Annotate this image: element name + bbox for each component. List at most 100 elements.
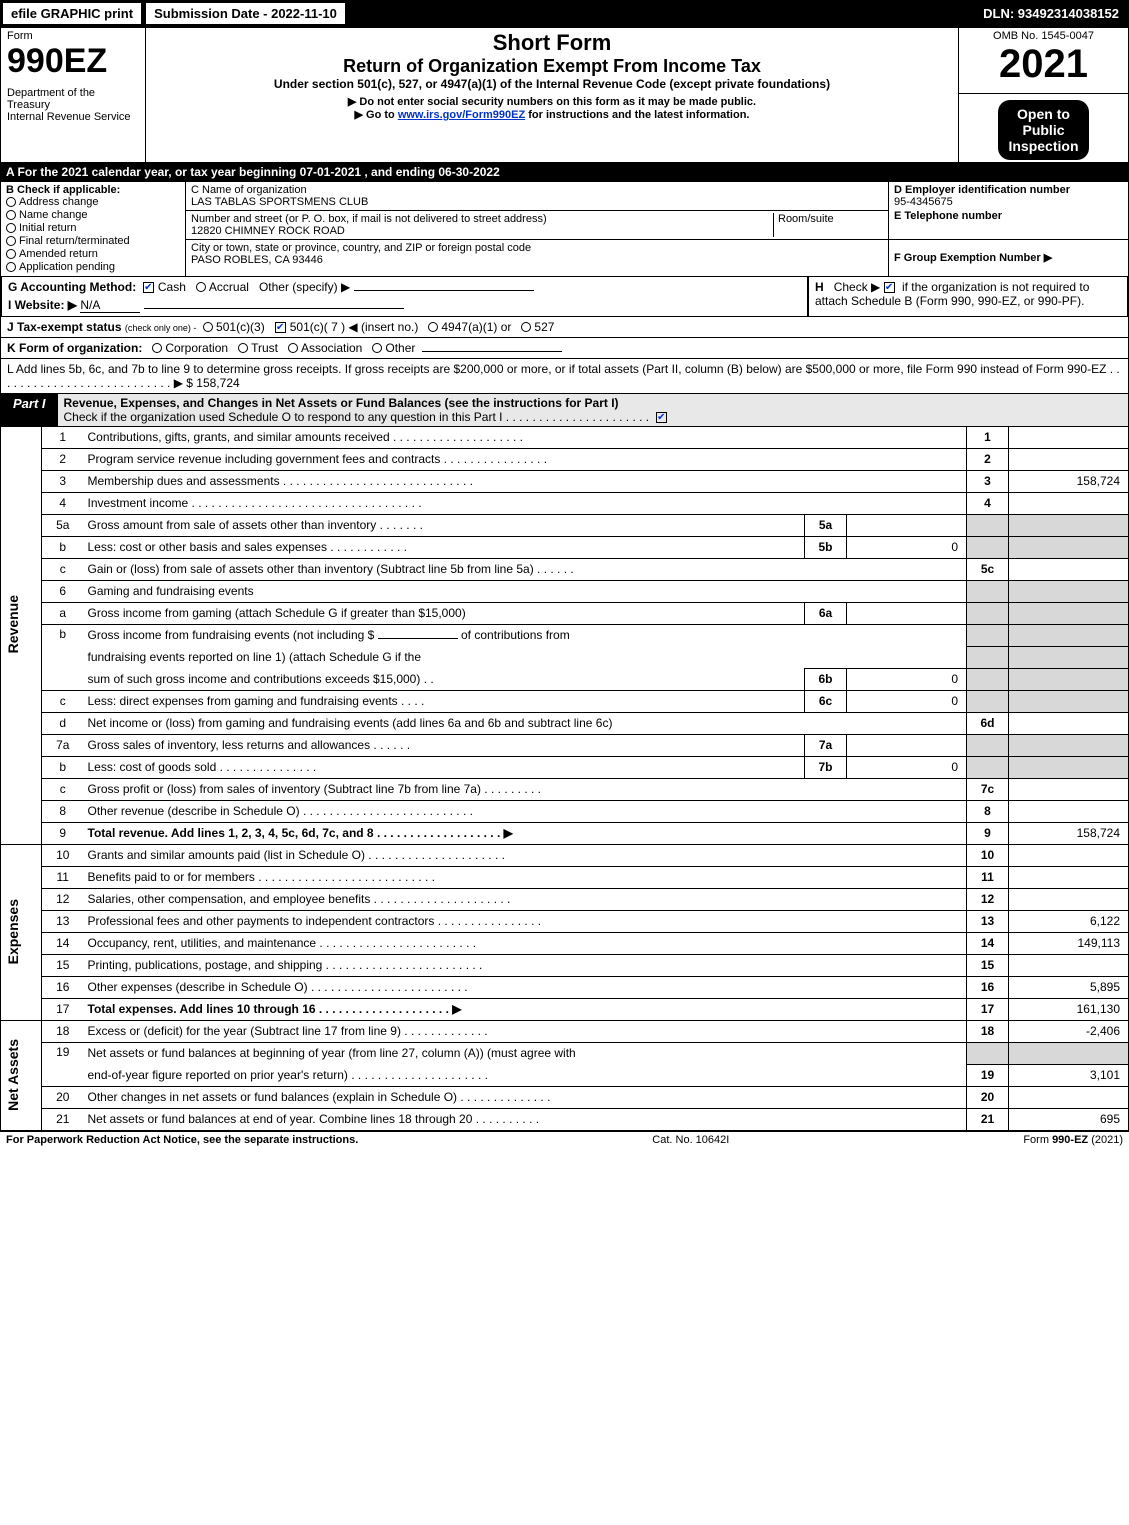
line-20-box: 20 [967,1086,1009,1108]
g-accrual-check[interactable] [196,282,206,292]
line-12-no: 12 [42,888,84,910]
line-17-amt: 161,130 [1009,998,1129,1020]
dept-treasury: Department of the Treasury [7,87,139,111]
chk-final-return[interactable]: Final return/terminated [6,235,180,247]
ein-value: 95-4345675 [894,196,1123,208]
main-table: Revenue 1 Contributions, gifts, grants, … [0,426,1129,1131]
line-11-amt [1009,866,1129,888]
f-group-exemption-label: F Group Exemption Number ▶ [894,251,1123,264]
line-3-box: 3 [967,470,1009,492]
k-association[interactable] [288,343,298,353]
line-7b-sub-box: 7b [805,756,847,778]
open-line3: Inspection [1008,138,1078,154]
line-6a-desc: Gross income from gaming (attach Schedul… [84,602,805,624]
h-checkbox[interactable] [884,282,895,293]
line-13-box: 13 [967,910,1009,932]
line-4-box: 4 [967,492,1009,514]
c-name-label: C Name of organization [191,184,883,196]
j-501c-other[interactable] [275,322,286,333]
chk-name-change[interactable]: Name change [6,209,180,221]
line-6c-shade1 [967,690,1009,712]
line-6c-no: c [42,690,84,712]
line-3-desc: Membership dues and assessments . . . . … [84,470,967,492]
part-i-schedule-o-check[interactable] [656,412,667,423]
h-label: H [815,280,824,294]
line-10-amt [1009,844,1129,866]
line-9-box: 9 [967,822,1009,844]
city-label: City or town, state or province, country… [191,242,883,254]
line-6b-shade2a [1009,624,1129,646]
k-other[interactable] [372,343,382,353]
line-6b-shade2b [1009,646,1129,668]
line-19-no: 19 [42,1042,84,1086]
line-8-no: 8 [42,800,84,822]
goto-suffix: for instructions and the latest informat… [525,109,749,121]
j-527[interactable] [521,322,531,332]
form-number: 990EZ [7,42,139,81]
omb-number: OMB No. 1545-0047 [965,30,1122,42]
line-7a-desc: Gross sales of inventory, less returns a… [84,734,805,756]
form-header: Form 990EZ Department of the Treasury In… [0,27,1129,163]
j-501c3[interactable] [203,322,213,332]
l-amount: $ 158,724 [186,376,239,390]
line-6a-no: a [42,602,84,624]
footer-cat-no: Cat. No. 10642I [652,1134,729,1146]
line-6-desc: Gaming and fundraising events [84,580,967,602]
line-5c-desc: Gain or (loss) from sale of assets other… [84,558,967,580]
city-value: PASO ROBLES, CA 93446 [191,254,883,266]
header-info-table: B Check if applicable: Address change Na… [0,181,1129,277]
chk-amended-return[interactable]: Amended return [6,248,180,260]
line-5a-shade2 [1009,514,1129,536]
open-to-public-badge: Open to Public Inspection [998,100,1088,160]
website-value: N/A [80,298,140,313]
k-corporation[interactable] [152,343,162,353]
line-4-desc: Investment income . . . . . . . . . . . … [84,492,967,514]
line-21-desc: Net assets or fund balances at end of ye… [84,1108,967,1130]
goto-note: ▶ Go to www.irs.gov/Form990EZ for instru… [152,108,952,121]
line-6-no: 6 [42,580,84,602]
line-6b-shade1b [967,646,1009,668]
k-trust-label: Trust [251,341,278,355]
b-label: B Check if applicable: [6,184,180,196]
part-i-title: Revenue, Expenses, and Changes in Net As… [58,394,1128,426]
line-19-shade1 [967,1042,1009,1064]
g-cash-label: Cash [158,280,186,294]
line-4-no: 4 [42,492,84,514]
line-9-no: 9 [42,822,84,844]
line-14-desc: Occupancy, rent, utilities, and maintena… [84,932,967,954]
k-trust[interactable] [238,343,248,353]
line-6a-shade1 [967,602,1009,624]
chk-address-change[interactable]: Address change [6,196,180,208]
chk-application-pending[interactable]: Application pending [6,261,180,273]
line-2-box: 2 [967,448,1009,470]
j-label: J Tax-exempt status [7,320,122,334]
footer-right-post: (2021) [1088,1134,1123,1146]
chk-initial-return[interactable]: Initial return [6,222,180,234]
line-7a-sub-box: 7a [805,734,847,756]
line-19-amt: 3,101 [1009,1064,1129,1086]
line-16-desc: Other expenses (describe in Schedule O) … [84,976,967,998]
irs-link[interactable]: www.irs.gov/Form990EZ [398,109,525,121]
chk-address-change-label: Address change [19,196,99,208]
part-i-title-text: Revenue, Expenses, and Changes in Net As… [64,396,619,410]
street-value: 12820 CHIMNEY ROCK ROAD [191,225,773,237]
line-5b-shade2 [1009,536,1129,558]
line-7c-amt [1009,778,1129,800]
line-13-no: 13 [42,910,84,932]
line-21-box: 21 [967,1108,1009,1130]
g-cash-check[interactable] [143,282,154,293]
j-527-label: 527 [534,320,554,334]
line-16-no: 16 [42,976,84,998]
line-12-box: 12 [967,888,1009,910]
dln-number: DLN: 93492314038152 [973,3,1129,24]
j-501c3-label: 501(c)(3) [216,320,265,334]
line-4-amt [1009,492,1129,514]
j-4947a1[interactable] [428,322,438,332]
line-13-amt: 6,122 [1009,910,1129,932]
efile-print-button[interactable]: efile GRAPHIC print [2,2,142,25]
line-19-box: 19 [967,1064,1009,1086]
line-6b-desc1-text: Gross income from fundraising events (no… [88,628,375,642]
footer-right-form: 990-EZ [1052,1134,1088,1146]
side-label-revenue: Revenue [5,595,21,653]
line-14-no: 14 [42,932,84,954]
